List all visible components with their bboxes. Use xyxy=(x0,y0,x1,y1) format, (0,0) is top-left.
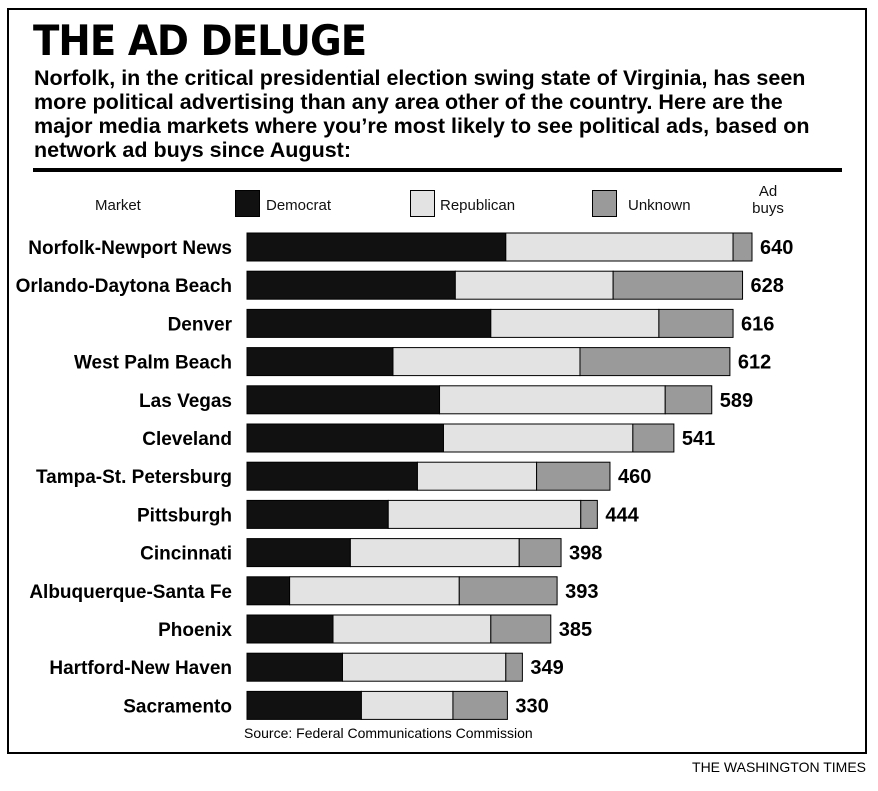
total-label: 330 xyxy=(515,695,548,717)
market-label: Cleveland xyxy=(142,429,232,450)
total-label: 460 xyxy=(618,466,651,488)
total-label: 398 xyxy=(569,543,602,565)
source-note: Source: Federal Communications Commissio… xyxy=(244,725,533,741)
bar-segment-unknown xyxy=(452,690,508,720)
bar-segment-democrat xyxy=(246,385,441,415)
market-label: Phoenix xyxy=(158,620,232,641)
bar-segment-republican xyxy=(490,308,660,338)
bar-segment-republican xyxy=(349,538,520,568)
total-label: 589 xyxy=(720,390,753,412)
total-label: 393 xyxy=(565,581,598,603)
bar-segment-unknown xyxy=(632,423,675,453)
legend-label-democrat: Democrat xyxy=(266,197,332,214)
total-label: 616 xyxy=(741,313,774,335)
bar-segment-unknown xyxy=(580,499,598,529)
bar-segment-democrat xyxy=(246,499,389,529)
bar-segment-republican xyxy=(416,461,538,491)
bar-segment-unknown xyxy=(458,576,558,606)
bar-segment-democrat xyxy=(246,576,291,606)
bar-segment-republican xyxy=(341,652,507,682)
bar-segment-democrat xyxy=(246,614,334,644)
market-label: Hartford-New Haven xyxy=(49,658,232,679)
legend-swatch-unknown xyxy=(592,190,617,217)
market-label: Sacramento xyxy=(123,696,232,717)
bar-segment-unknown xyxy=(536,461,611,491)
bar-segment-democrat xyxy=(246,461,418,491)
bar-segment-unknown xyxy=(732,232,753,262)
total-label: 385 xyxy=(559,619,592,641)
bar-segment-republican xyxy=(387,499,582,529)
bar-segment-unknown xyxy=(579,347,731,377)
bar-segment-democrat xyxy=(246,270,456,300)
market-label: Denver xyxy=(168,314,233,335)
title-rule xyxy=(33,168,842,172)
bar-segment-republican xyxy=(360,690,454,720)
market-label: Las Vegas xyxy=(139,391,232,412)
bar-segment-republican xyxy=(442,423,634,453)
bar-segment-democrat xyxy=(246,347,394,377)
market-column-header: Market xyxy=(95,197,141,214)
total-label: 612 xyxy=(738,352,771,374)
total-label: 640 xyxy=(760,237,793,259)
bar-segment-republican xyxy=(289,576,460,606)
legend-label-unknown: Unknown xyxy=(628,197,691,214)
bar-segment-democrat xyxy=(246,232,507,262)
bar-segment-unknown xyxy=(490,614,552,644)
legend-label-republican: Republican xyxy=(440,197,516,214)
chart-subtitle: Norfolk, in the critical presidential el… xyxy=(34,66,810,162)
ad-buys-header: Ad buys xyxy=(752,183,784,217)
total-label: 541 xyxy=(682,428,715,450)
bar-segment-democrat xyxy=(246,690,362,720)
total-label: 444 xyxy=(605,504,639,526)
bar-segment-unknown xyxy=(664,385,713,415)
bar-segment-republican xyxy=(392,347,581,377)
legend-swatch-republican xyxy=(410,190,435,217)
market-label: Tampa-St. Petersburg xyxy=(36,467,232,488)
total-label: 628 xyxy=(751,275,784,297)
bar-segment-democrat xyxy=(246,423,444,453)
market-label: West Palm Beach xyxy=(74,353,232,374)
bar-segment-unknown xyxy=(658,308,734,338)
bar-segment-unknown xyxy=(518,538,562,568)
market-label: Cincinnati xyxy=(140,544,232,565)
bar-segment-democrat xyxy=(246,652,343,682)
market-label: Pittsburgh xyxy=(137,505,232,526)
bar-segment-republican xyxy=(454,270,614,300)
market-label: Norfolk-Newport News xyxy=(28,238,232,259)
market-label: Albuquerque-Santa Fe xyxy=(29,582,232,603)
chart-title: THE AD DELUGE xyxy=(33,16,367,65)
bar-segment-republican xyxy=(439,385,666,415)
total-label: 349 xyxy=(530,657,563,679)
publisher-credit: THE WASHINGTON TIMES xyxy=(692,759,866,775)
legend-swatch-democrat xyxy=(235,190,260,217)
market-label: Orlando-Daytona Beach xyxy=(16,276,232,297)
bar-segment-republican xyxy=(332,614,492,644)
bar-segment-democrat xyxy=(246,308,492,338)
bar-segment-republican xyxy=(505,232,734,262)
bar-segment-unknown xyxy=(612,270,744,300)
bar-segment-democrat xyxy=(246,538,351,568)
bar-segment-unknown xyxy=(505,652,523,682)
